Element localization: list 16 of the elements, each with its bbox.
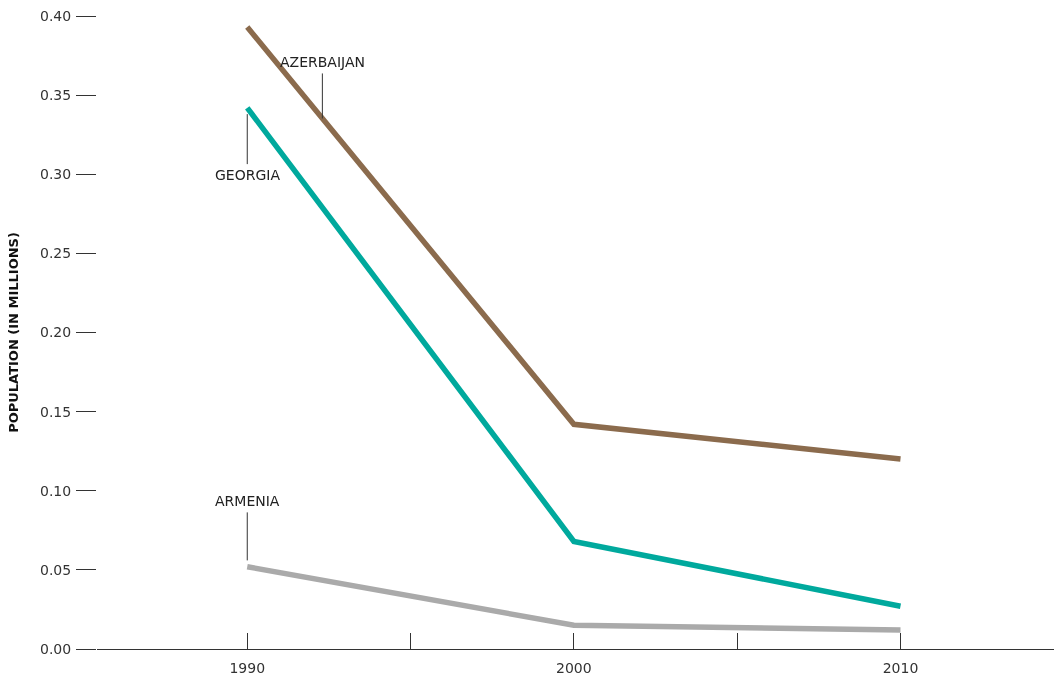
- y-tick-label: 0.05: [40, 561, 72, 578]
- x-tick-label: 2000: [556, 659, 592, 676]
- y-tick-label: 0.30: [40, 166, 72, 183]
- x-tick-label: 1990: [229, 659, 266, 676]
- y-tick-label: 0.25: [40, 245, 72, 262]
- x-tick-label: 2010: [882, 659, 919, 676]
- y-tick-label: 0.10: [40, 482, 72, 499]
- y-axis-title: POPULATION (IN MILLIONS): [5, 232, 21, 433]
- y-tick-label: 0.00: [40, 640, 72, 657]
- y-tick-label: 0.40: [40, 7, 72, 24]
- series-label: GEORGIA: [215, 167, 281, 183]
- y-tick-label: 0.15: [40, 403, 72, 420]
- text: ARMENIA: [215, 493, 280, 509]
- y-tick-label: 0.35: [40, 87, 72, 104]
- y-tick-label: 0.20: [40, 324, 72, 341]
- series-label: AZERBAIJAN: [280, 54, 365, 70]
